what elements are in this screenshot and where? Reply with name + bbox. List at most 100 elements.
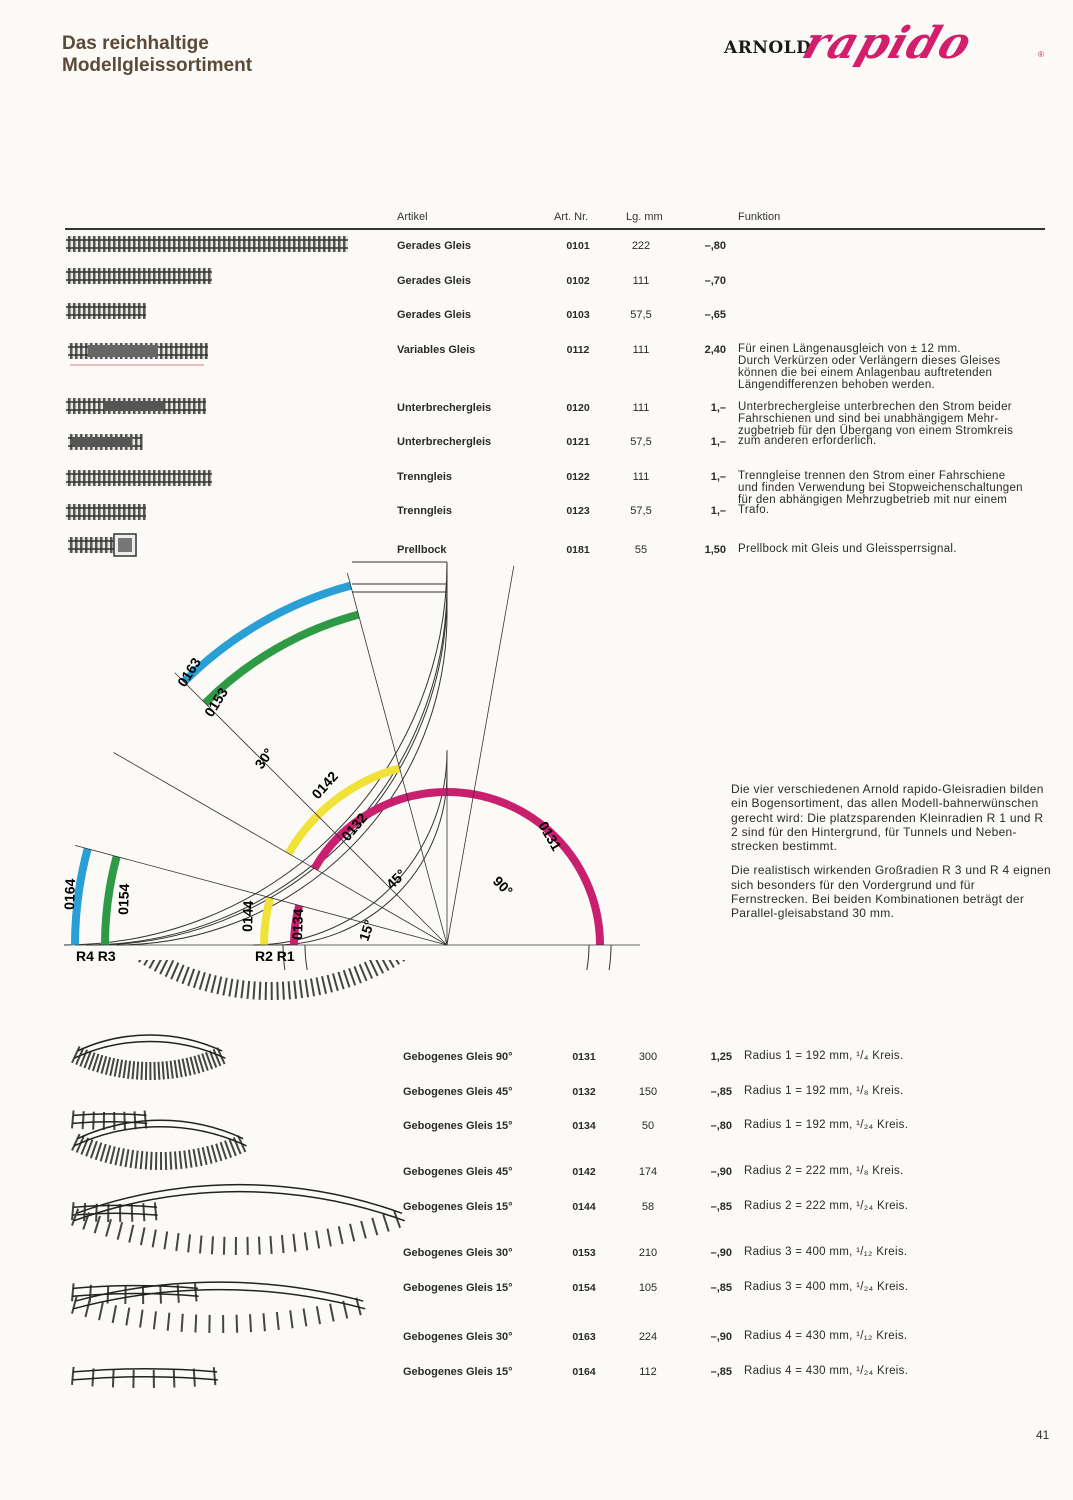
- row-article-name: Gebogenes Gleis 15°: [403, 1282, 513, 1294]
- column-header-artnr: Art. Nr.: [554, 211, 589, 223]
- arc-0153: [202, 610, 360, 706]
- row-function: Radius 2 = 222 mm, ¹/₂₄ Kreis.: [744, 1200, 909, 1212]
- column-header-funktion: Funktion: [738, 211, 781, 223]
- arc-0164: [71, 847, 92, 946]
- row-article-number: 0144: [572, 1201, 596, 1213]
- description-paragraph-2: Die realistisch wirkenden Großradien R 3…: [731, 863, 1051, 921]
- row-length: 50: [641, 1120, 655, 1132]
- row-article-name: Gebogenes Gleis 90°: [403, 1051, 513, 1063]
- row-price: –,85: [710, 1201, 732, 1213]
- label-0134: 0134: [289, 908, 306, 940]
- row-article-number: 0121: [566, 436, 590, 448]
- column-header-laenge: Lg. mm: [626, 211, 663, 223]
- curved-track-0144: [71, 1202, 158, 1223]
- curved-track-0142: [71, 1119, 247, 1171]
- row-length: 210: [638, 1247, 658, 1259]
- title-line-2: Modellgleissortiment: [62, 55, 253, 76]
- radial-line: [75, 844, 448, 946]
- row-price: –,85: [710, 1366, 732, 1378]
- curved-track-0163: [71, 1281, 366, 1334]
- row-article-name: Gebogenes Gleis 15°: [403, 1366, 513, 1378]
- row-price: 1,25: [710, 1051, 732, 1063]
- track-0120: [66, 398, 206, 414]
- track-0123: [66, 504, 146, 520]
- row-function: Radius 2 = 222 mm, ¹/₈ Kreis.: [744, 1165, 904, 1177]
- row-article-number: 0102: [566, 275, 590, 287]
- row-function: Prellbock mit Gleis und Gleissperrsignal…: [738, 543, 957, 555]
- row-price: 1,–: [710, 436, 726, 448]
- row-length: 57,5: [630, 436, 652, 448]
- radius-diagram: 0163 0153 0142 0132 0131 0164 0154 0144 …: [61, 561, 640, 970]
- straight-track-images: [66, 236, 348, 557]
- row-article-name: Gebogenes Gleis 45°: [403, 1086, 513, 1098]
- row-price: –,90: [710, 1331, 732, 1343]
- row-length: 150: [638, 1086, 658, 1098]
- row-article-number: 0112: [566, 344, 590, 356]
- row-article-name: Trenngleis: [397, 505, 453, 517]
- row-article-number: 0132: [572, 1086, 596, 1098]
- row-price: 1,50: [704, 544, 726, 556]
- curved-track-0131: [138, 960, 406, 1001]
- arc-0144: [260, 896, 275, 946]
- row-article-number: 0123: [566, 505, 590, 517]
- header-rule: [65, 228, 1045, 230]
- row-article-name: Trenngleis: [397, 471, 453, 483]
- row-length: 300: [638, 1051, 658, 1063]
- row-article-number: 0120: [566, 402, 590, 414]
- row-price: –,70: [704, 275, 726, 287]
- row-function: Radius 1 = 192 mm, ¹/₂₄ Kreis.: [744, 1119, 909, 1131]
- row-price: –,90: [710, 1166, 732, 1178]
- track-0101: [66, 236, 348, 252]
- radius-diagram-arcs: [63, 561, 640, 970]
- row-article-number: 0134: [572, 1120, 596, 1132]
- track-0121: [68, 434, 143, 450]
- row-article-name: Unterbrechergleis: [397, 402, 492, 414]
- registered-mark: ®: [1038, 50, 1044, 59]
- row-length: 111: [632, 275, 650, 287]
- label-0144: 0144: [239, 900, 256, 932]
- track-0181: [68, 533, 137, 557]
- arc-0142: [285, 764, 401, 856]
- row-length: 111: [632, 471, 650, 483]
- row-article-number: 0153: [572, 1247, 596, 1259]
- row-function: Trafo.: [738, 504, 770, 516]
- row-article-name: Prellbock: [397, 544, 447, 556]
- row-article-number: 0142: [572, 1166, 596, 1178]
- straight-track-drawings: [66, 236, 348, 557]
- row-function: Radius 4 = 430 mm, ¹/₂₄ Kreis.: [744, 1365, 909, 1377]
- row-article-name: Gebogenes Gleis 45°: [403, 1166, 513, 1178]
- row-article-number: 0103: [566, 309, 590, 321]
- row-length: 105: [638, 1282, 658, 1294]
- track-0112: [68, 343, 208, 366]
- row-length: 112: [639, 1366, 657, 1378]
- row-article-number: 0101: [566, 240, 590, 252]
- row-price: 1,–: [710, 471, 726, 483]
- row-price: –,85: [710, 1086, 732, 1098]
- row-length: 224: [638, 1331, 658, 1343]
- row-article-name: Gerades Gleis: [397, 309, 471, 321]
- row-price: 2,40: [704, 344, 726, 356]
- radial-line: [113, 752, 448, 946]
- angle-30: 30°: [251, 745, 276, 772]
- track-0102: [66, 268, 212, 284]
- row-article-name: Gerades Gleis: [397, 275, 471, 287]
- page-number: 41: [1036, 1428, 1050, 1442]
- row-length: 222: [631, 240, 651, 252]
- radial-line: [174, 672, 448, 946]
- row-article-name: Gebogenes Gleis 15°: [403, 1120, 513, 1132]
- row-price: –,65: [704, 309, 726, 321]
- row-length: 111: [632, 344, 650, 356]
- curved-track-0154: [71, 1283, 199, 1305]
- row-length: 174: [638, 1166, 658, 1178]
- curved-track-images: [71, 960, 406, 1389]
- brand-arnold-logo: ARNOLD: [724, 38, 812, 58]
- label-0154: 0154: [115, 883, 132, 915]
- arc-0163: [181, 581, 352, 685]
- row-article-number: 0131: [572, 1051, 596, 1063]
- row-article-number: 0154: [572, 1282, 596, 1294]
- radial-line: [446, 565, 515, 946]
- row-function: Radius 3 = 400 mm, ¹/₂₄ Kreis.: [744, 1281, 909, 1293]
- row-function: Radius 1 = 192 mm, ¹/₄ Kreis.: [744, 1050, 904, 1062]
- curved-track-drawings: [71, 960, 406, 1389]
- row-price: –,85: [710, 1282, 732, 1294]
